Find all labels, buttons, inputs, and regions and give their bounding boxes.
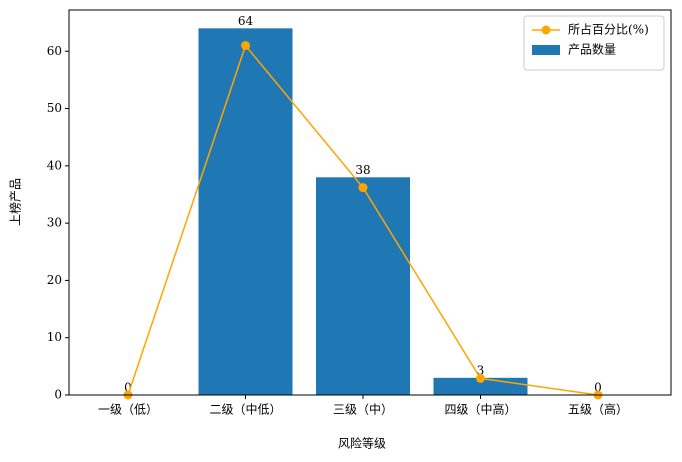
marker xyxy=(476,373,485,383)
data-label: 64 xyxy=(238,14,254,28)
x-tick-label: 五级（高） xyxy=(568,402,628,417)
x-tick-label: 二级（中低） xyxy=(209,402,281,417)
legend-label: 所占百分比(%) xyxy=(568,22,649,37)
marker xyxy=(241,41,250,51)
data-label: 38 xyxy=(355,163,370,177)
bar xyxy=(316,177,410,395)
data-label: 0 xyxy=(594,381,602,395)
legend-swatch xyxy=(532,45,560,55)
data-label: 3 xyxy=(477,363,485,377)
legend-marker xyxy=(541,25,551,35)
x-axis-label: 风险等级 xyxy=(338,436,386,451)
y-tick-label: 10 xyxy=(47,330,62,344)
y-axis-label: 上榜产品 xyxy=(8,178,23,226)
x-tick-label: 四级（中高） xyxy=(444,402,516,417)
x-tick-label: 一级（低） xyxy=(98,403,158,417)
legend-label: 产品数量 xyxy=(568,42,616,57)
y-tick-label: 0 xyxy=(54,388,62,402)
y-tick-label: 50 xyxy=(47,101,62,115)
y-tick-label: 20 xyxy=(47,273,62,287)
y-tick-label: 60 xyxy=(47,44,62,58)
data-label: 0 xyxy=(124,381,132,395)
y-tick-label: 30 xyxy=(47,216,62,230)
x-tick-label: 三级（中） xyxy=(333,402,393,417)
y-tick-label: 40 xyxy=(47,158,62,172)
marker xyxy=(358,183,368,193)
plot-frame xyxy=(68,9,672,396)
bar xyxy=(198,28,293,395)
